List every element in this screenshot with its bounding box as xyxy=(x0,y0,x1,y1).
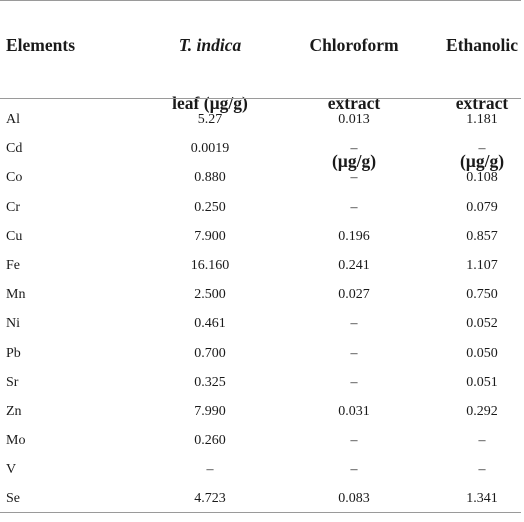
cell-element: Mo xyxy=(6,433,26,449)
cell-element: Fe xyxy=(6,257,20,273)
header-elements-label: Elements xyxy=(6,35,76,55)
cell-element: Sr xyxy=(6,374,19,390)
cell-leaf: 0.260 xyxy=(194,433,226,449)
table-row: V – – – xyxy=(0,455,524,484)
cell-ethanolic: 0.857 xyxy=(466,228,498,244)
header-chloroform-line1: Chloroform xyxy=(309,35,399,55)
table-header: Elements T. indica leaf (µg/g) Chlorofor… xyxy=(0,2,524,171)
table-row: Al 5.27 0.013 1.181 xyxy=(0,105,524,134)
cell-element: Cd xyxy=(6,141,23,157)
cell-element: Co xyxy=(6,170,23,186)
header-leaf-species: T. indica xyxy=(178,35,242,55)
cell-element: Zn xyxy=(6,403,22,419)
cell-element: Cr xyxy=(6,199,20,215)
table-row: Co 0.880 – 0.108 xyxy=(0,163,524,192)
cell-ethanolic: 1.107 xyxy=(466,257,498,273)
cell-chloroform: – xyxy=(350,345,358,361)
cell-leaf: 7.990 xyxy=(194,403,226,419)
cell-chloroform: 0.241 xyxy=(338,257,370,273)
table-row: Mn 2.500 0.027 0.750 xyxy=(0,280,524,309)
table-row: Mo 0.260 – – xyxy=(0,426,524,455)
cell-chloroform: 0.027 xyxy=(338,287,370,303)
cell-element: Pb xyxy=(6,345,21,361)
cell-chloroform: – xyxy=(350,374,358,390)
cell-leaf: 2.500 xyxy=(194,287,226,303)
cell-leaf: 0.0019 xyxy=(190,141,230,157)
cell-ethanolic: 0.750 xyxy=(466,287,498,303)
cell-ethanolic: 1.181 xyxy=(466,112,498,127)
cell-ethanolic: – xyxy=(478,433,486,449)
table-body: Al 5.27 0.013 1.181 Cd 0.0019 – – Co 0.8… xyxy=(0,105,524,514)
cell-ethanolic: 0.050 xyxy=(466,345,498,361)
cell-leaf: 0.700 xyxy=(194,345,226,361)
cell-leaf: 16.160 xyxy=(190,257,230,273)
table-row: Cr 0.250 – 0.079 xyxy=(0,193,524,222)
cell-element: Se xyxy=(6,491,20,507)
header-chloroform-line3: (µg/g) xyxy=(331,151,377,171)
cell-chloroform: – xyxy=(350,433,358,449)
header-ethanolic-line3: (µg/g) xyxy=(459,151,505,171)
table-row: Ni 0.461 – 0.052 xyxy=(0,309,524,338)
table-row: Zn 7.990 0.031 0.292 xyxy=(0,397,524,426)
cell-element: Mn xyxy=(6,287,26,303)
cell-ethanolic: – xyxy=(478,141,486,157)
cell-chloroform: 0.013 xyxy=(338,112,370,127)
cell-ethanolic: – xyxy=(478,462,486,478)
cell-leaf: 0.250 xyxy=(194,199,226,215)
table-row: Fe 16.160 0.241 1.107 xyxy=(0,251,524,280)
cell-leaf: 0.325 xyxy=(194,374,226,390)
table-top-rule xyxy=(0,0,521,1)
header-ethanolic-line1: Ethanolic xyxy=(446,35,518,55)
cell-element: Al xyxy=(6,112,20,127)
table-header-rule xyxy=(0,98,521,99)
cell-ethanolic: 0.052 xyxy=(466,316,498,332)
table-row: Sr 0.325 – 0.051 xyxy=(0,368,524,397)
table-row: Cd 0.0019 – – xyxy=(0,134,524,163)
cell-leaf: 7.900 xyxy=(194,228,226,244)
header-elements: Elements xyxy=(6,2,75,60)
cell-leaf: 4.723 xyxy=(194,491,226,507)
cell-leaf: 0.880 xyxy=(194,170,226,186)
cell-chloroform: 0.196 xyxy=(338,228,370,244)
cell-chloroform: 0.083 xyxy=(338,491,370,507)
cell-leaf: – xyxy=(206,462,214,478)
cell-element: Cu xyxy=(6,228,23,244)
cell-ethanolic: 0.292 xyxy=(466,403,498,419)
cell-leaf: 5.27 xyxy=(197,112,223,127)
cell-chloroform: – xyxy=(350,199,358,215)
table-bottom-rule xyxy=(0,512,521,513)
cell-ethanolic: 0.079 xyxy=(466,199,498,215)
cell-element: Ni xyxy=(6,316,20,332)
table-row: Pb 0.700 – 0.050 xyxy=(0,339,524,368)
cell-chloroform: – xyxy=(350,462,358,478)
cell-chloroform: – xyxy=(350,141,358,157)
cell-chloroform: – xyxy=(350,316,358,332)
cell-ethanolic: 1.341 xyxy=(466,491,498,507)
cell-leaf: 0.461 xyxy=(194,316,226,332)
table-row: Cu 7.900 0.196 0.857 xyxy=(0,222,524,251)
cell-ethanolic: 0.108 xyxy=(466,170,498,186)
cell-ethanolic: 0.051 xyxy=(466,374,498,390)
cell-element: V xyxy=(6,462,17,478)
cell-chloroform: 0.031 xyxy=(338,403,370,419)
cell-chloroform: – xyxy=(350,170,358,186)
table-row: Se 4.723 0.083 1.341 xyxy=(0,484,524,513)
